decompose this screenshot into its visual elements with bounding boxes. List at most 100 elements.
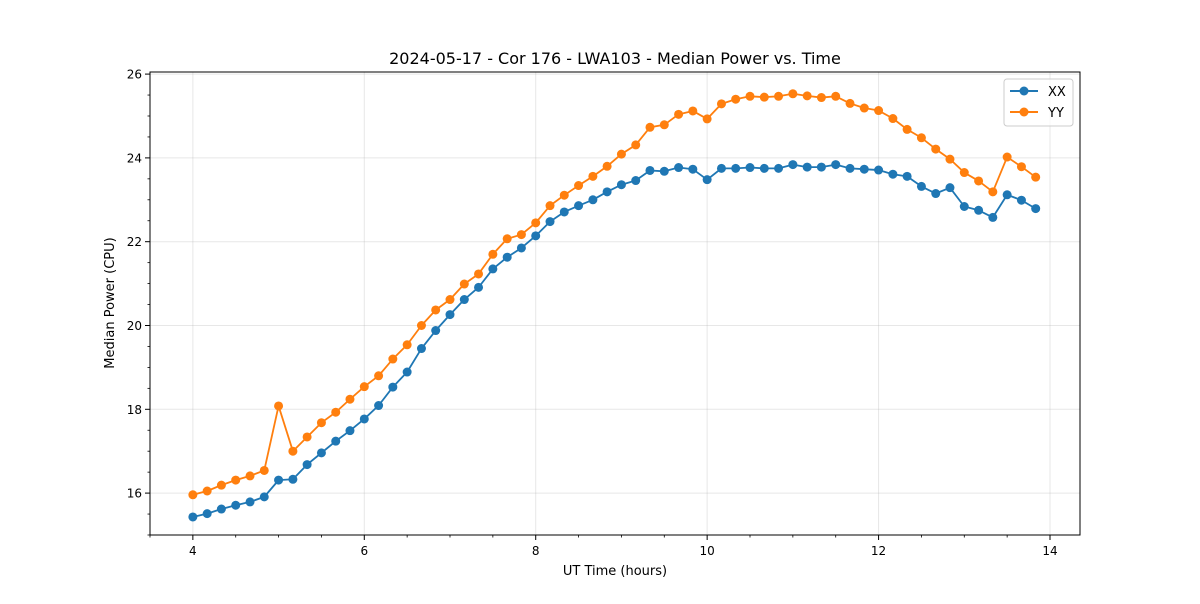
- data-point-xx: [388, 382, 398, 392]
- data-point-yy: [388, 354, 398, 364]
- data-point-yy: [316, 418, 326, 428]
- data-point-xx: [345, 426, 355, 436]
- y-tick-label: 16: [127, 487, 142, 501]
- data-point-xx: [359, 414, 369, 424]
- data-point-yy: [416, 321, 426, 330]
- data-point-yy: [516, 230, 526, 240]
- data-point-yy: [231, 475, 241, 485]
- data-point-yy: [602, 161, 612, 171]
- data-point-yy: [245, 471, 255, 481]
- data-point-xx: [1002, 190, 1012, 200]
- data-point-yy: [788, 89, 798, 99]
- data-point-xx: [502, 252, 512, 262]
- axis-layer: 4 6 8 10 12 14 16 18 20 22 24 26: [127, 68, 1058, 558]
- data-point-xx: [788, 160, 798, 170]
- x-tick-label: 12: [871, 544, 886, 558]
- data-point-xx: [931, 189, 941, 199]
- data-point-xx: [1031, 204, 1041, 214]
- grid-layer: [150, 72, 1080, 535]
- series-yy: [188, 89, 1041, 500]
- data-point-xx: [745, 163, 755, 173]
- data-point-xx: [716, 163, 726, 173]
- data-point-xx: [916, 181, 926, 191]
- data-point-xx: [188, 512, 198, 522]
- data-point-xx: [259, 492, 269, 502]
- series-xx: [188, 160, 1041, 522]
- data-point-yy: [674, 109, 684, 119]
- data-point-xx: [402, 367, 412, 377]
- data-point-xx: [545, 217, 555, 227]
- data-point-yy: [988, 187, 998, 197]
- data-point-xx: [974, 205, 984, 215]
- data-point-xx: [945, 183, 955, 193]
- data-point-xx: [459, 295, 469, 305]
- data-point-xx: [959, 202, 969, 211]
- data-point-xx: [902, 171, 912, 181]
- data-point-yy: [716, 99, 726, 109]
- data-point-xx: [859, 164, 869, 174]
- x-axis-label: UT Time (hours): [563, 564, 667, 579]
- data-point-xx: [645, 165, 655, 175]
- data-point-yy: [359, 382, 369, 392]
- data-point-yy: [559, 190, 569, 200]
- data-point-yy: [774, 91, 784, 101]
- data-point-yy: [188, 490, 198, 500]
- data-point-xx: [288, 474, 298, 484]
- data-point-yy: [345, 394, 355, 404]
- data-point-yy: [474, 269, 484, 279]
- data-point-xx: [445, 310, 455, 320]
- y-axis-label: Median Power (CPU): [103, 237, 118, 368]
- x-tick-label: 6: [360, 544, 368, 558]
- data-point-xx: [531, 231, 541, 241]
- data-point-xx: [816, 162, 826, 172]
- data-point-xx: [616, 180, 626, 190]
- data-point-xx: [245, 497, 255, 507]
- data-point-yy: [1016, 162, 1026, 172]
- data-point-xx: [331, 436, 341, 446]
- data-point-yy: [202, 486, 212, 496]
- data-point-xx: [702, 175, 712, 185]
- data-point-yy: [402, 340, 412, 350]
- data-point-yy: [502, 234, 512, 244]
- data-point-yy: [931, 144, 941, 154]
- data-point-xx: [559, 207, 569, 217]
- data-point-yy: [302, 432, 312, 442]
- data-point-yy: [288, 446, 298, 456]
- data-point-yy: [745, 91, 755, 101]
- y-tick-label: 18: [127, 403, 142, 417]
- data-point-yy: [659, 120, 669, 130]
- legend: XX YY: [1003, 78, 1074, 127]
- data-point-yy: [331, 407, 341, 417]
- data-point-xx: [988, 212, 998, 222]
- chart-title: 2024-05-17 - Cor 176 - LWA103 - Median P…: [389, 49, 841, 68]
- data-point-xx: [888, 169, 898, 179]
- data-point-yy: [874, 106, 884, 116]
- data-point-xx: [274, 475, 284, 485]
- data-point-yy: [645, 122, 655, 132]
- legend-entry-yy: YY: [1010, 106, 1064, 121]
- series-line-yy: [192, 92, 1037, 496]
- plot-frame: [149, 71, 1081, 536]
- legend-marker-yy: [1019, 107, 1029, 117]
- data-point-yy: [702, 114, 712, 124]
- data-point-xx: [659, 166, 669, 176]
- data-point-yy: [888, 114, 898, 124]
- data-point-xx: [316, 448, 326, 458]
- data-point-yy: [974, 176, 984, 186]
- data-point-xx: [374, 401, 384, 411]
- y-tick-label: 26: [127, 68, 142, 82]
- data-point-xx: [516, 243, 526, 253]
- data-point-xx: [474, 282, 484, 292]
- data-point-xx: [431, 326, 441, 336]
- data-point-yy: [459, 279, 469, 289]
- data-point-yy: [216, 480, 226, 490]
- data-point-yy: [259, 465, 269, 475]
- data-point-yy: [545, 201, 555, 211]
- data-point-xx: [202, 509, 212, 519]
- data-point-yy: [902, 124, 912, 134]
- data-point-xx: [416, 344, 426, 354]
- data-point-yy: [859, 103, 869, 113]
- data-point-yy: [816, 93, 826, 103]
